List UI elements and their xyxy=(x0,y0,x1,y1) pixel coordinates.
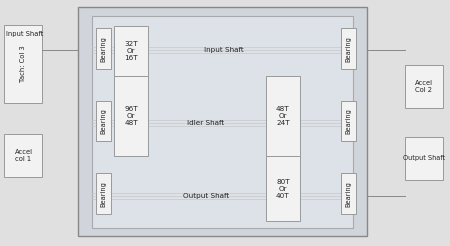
Text: Idler Shaft: Idler Shaft xyxy=(187,120,225,126)
Text: 96T
Or
48T: 96T Or 48T xyxy=(125,106,138,126)
Bar xyxy=(266,156,300,221)
Bar xyxy=(114,76,148,156)
Text: Bearing: Bearing xyxy=(345,108,351,134)
Bar xyxy=(405,65,443,108)
Bar xyxy=(78,7,367,236)
Text: Output Shaft: Output Shaft xyxy=(183,193,229,199)
Text: Tach: Col 3: Tach: Col 3 xyxy=(21,46,27,82)
Text: Output Shaft: Output Shaft xyxy=(403,155,445,161)
Text: 80T
Or
40T: 80T Or 40T xyxy=(276,179,290,199)
Bar xyxy=(4,25,42,103)
Bar xyxy=(96,173,111,214)
Bar xyxy=(96,101,111,141)
Bar xyxy=(341,28,356,69)
Text: Bearing: Bearing xyxy=(100,181,107,207)
Text: 48T
Or
24T: 48T Or 24T xyxy=(276,106,290,126)
Bar xyxy=(341,101,356,141)
Bar xyxy=(114,26,148,76)
Bar xyxy=(96,28,111,69)
Text: Accel
col 1: Accel col 1 xyxy=(14,149,32,162)
Text: Bearing: Bearing xyxy=(100,108,107,134)
Text: Input Shaft: Input Shaft xyxy=(204,47,243,53)
Text: Accel
Col 2: Accel Col 2 xyxy=(415,80,433,93)
Bar xyxy=(4,134,42,177)
Text: Bearing: Bearing xyxy=(345,181,351,207)
Bar xyxy=(266,76,300,156)
Text: Bearing: Bearing xyxy=(100,36,107,62)
Text: Input Shaft: Input Shaft xyxy=(6,31,43,37)
Bar xyxy=(92,16,353,228)
Bar xyxy=(341,173,356,214)
Text: 32T
Or
16T: 32T Or 16T xyxy=(125,41,138,61)
Bar xyxy=(405,137,443,180)
Text: Bearing: Bearing xyxy=(345,36,351,62)
